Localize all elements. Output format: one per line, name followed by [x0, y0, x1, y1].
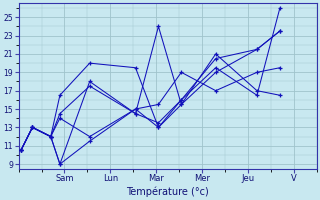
X-axis label: Température (°c): Température (°c): [126, 186, 209, 197]
